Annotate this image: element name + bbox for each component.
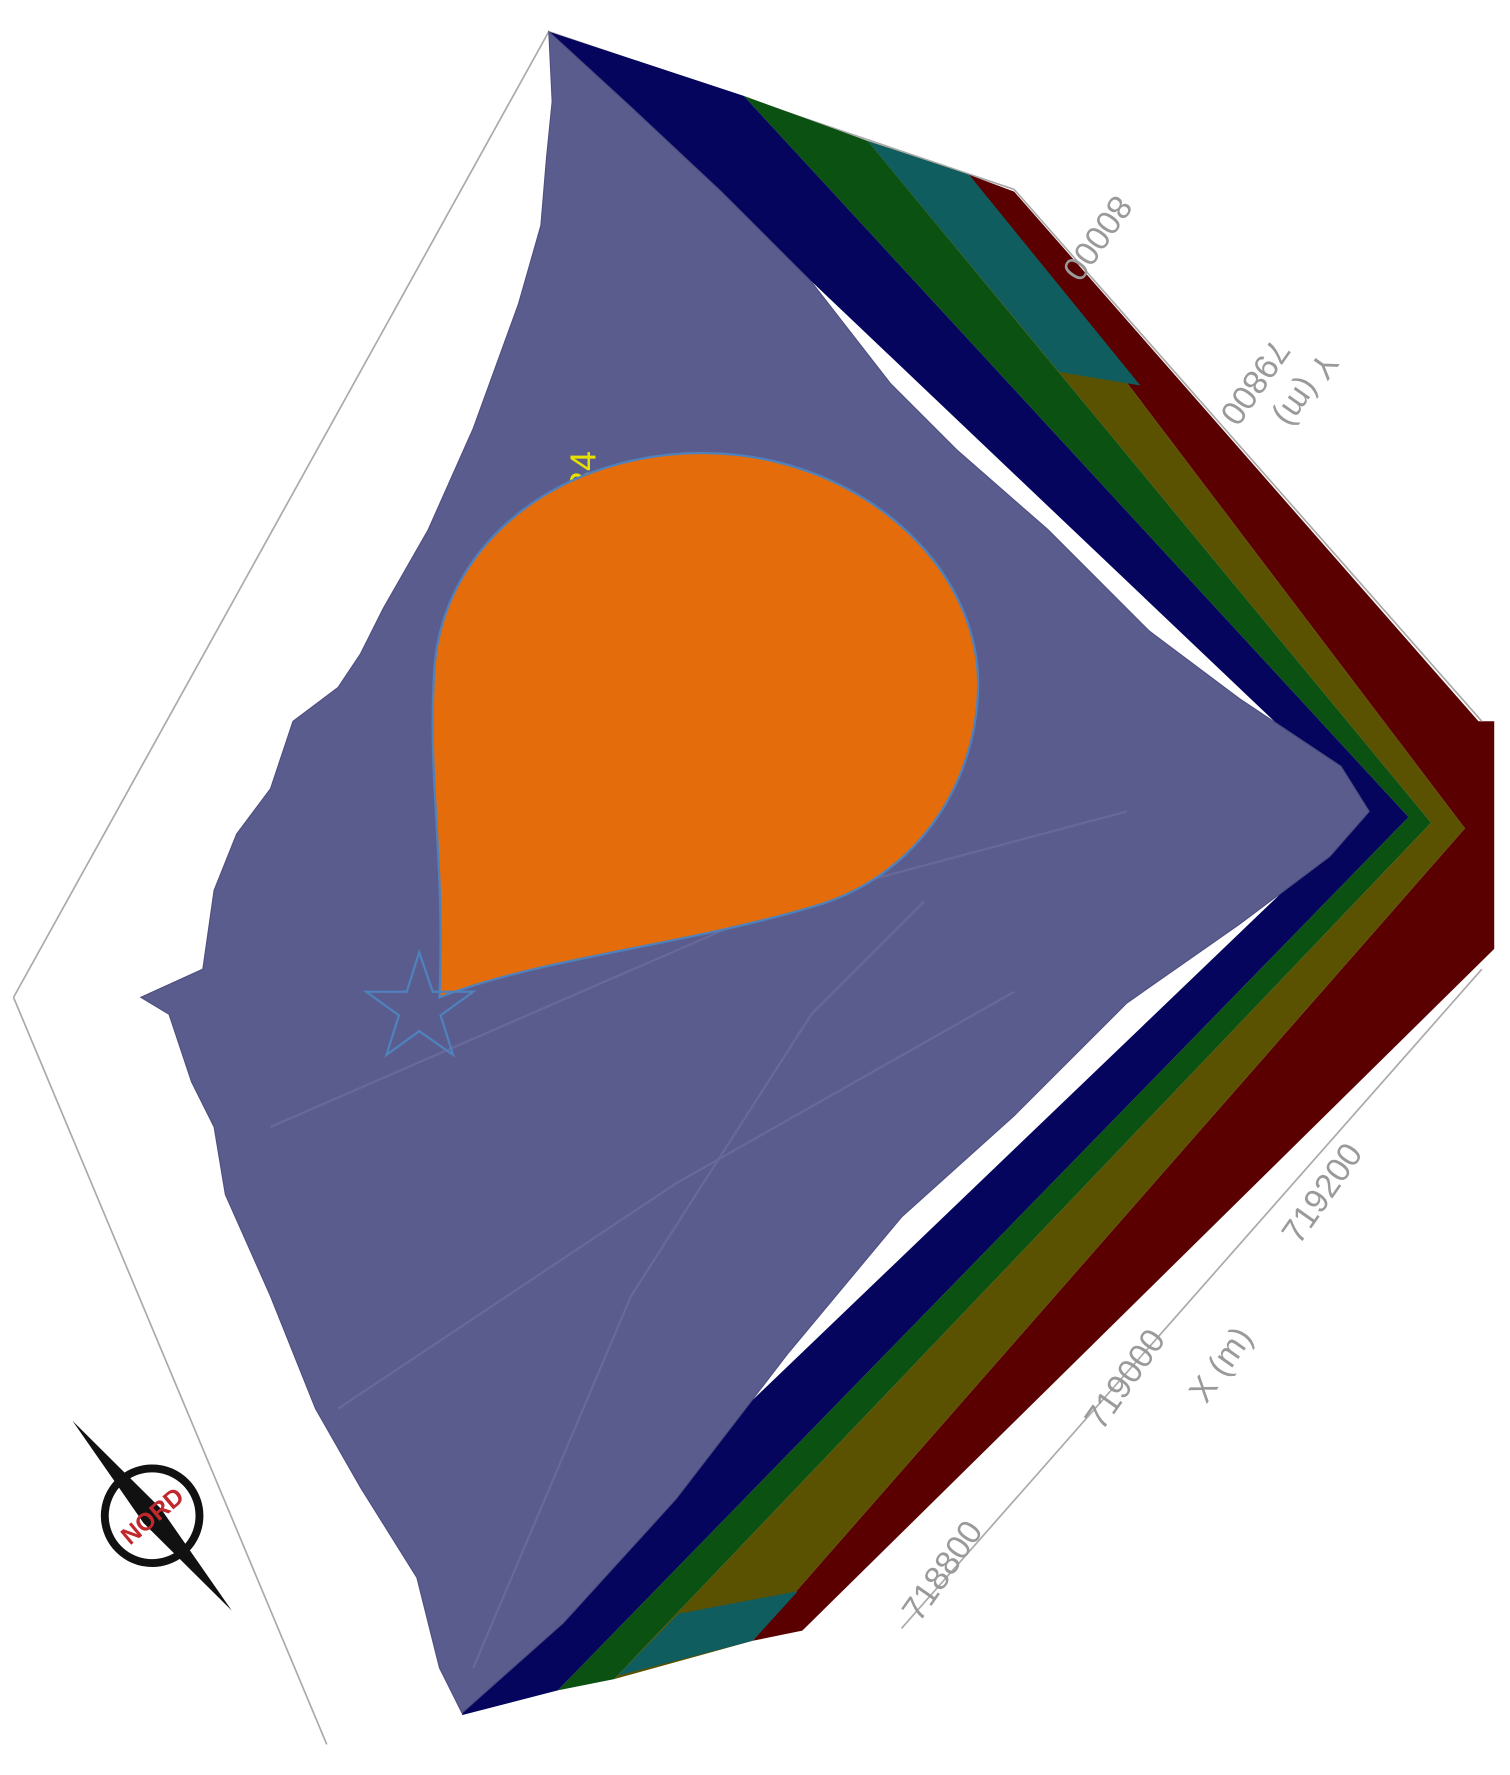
block-diagram: 34 NORD 718800719000719200X (m)800007980… — [0, 0, 1510, 1775]
page: 34 NORD 718800719000719200X (m)800007980… — [0, 0, 1510, 1775]
